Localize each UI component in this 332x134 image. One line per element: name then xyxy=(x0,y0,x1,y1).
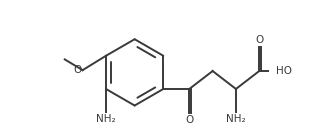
Text: O: O xyxy=(255,35,263,45)
Text: NH₂: NH₂ xyxy=(96,114,116,124)
Text: O: O xyxy=(73,65,82,75)
Text: NH₂: NH₂ xyxy=(226,114,246,124)
Text: O: O xyxy=(185,115,194,125)
Text: HO: HO xyxy=(276,66,292,76)
